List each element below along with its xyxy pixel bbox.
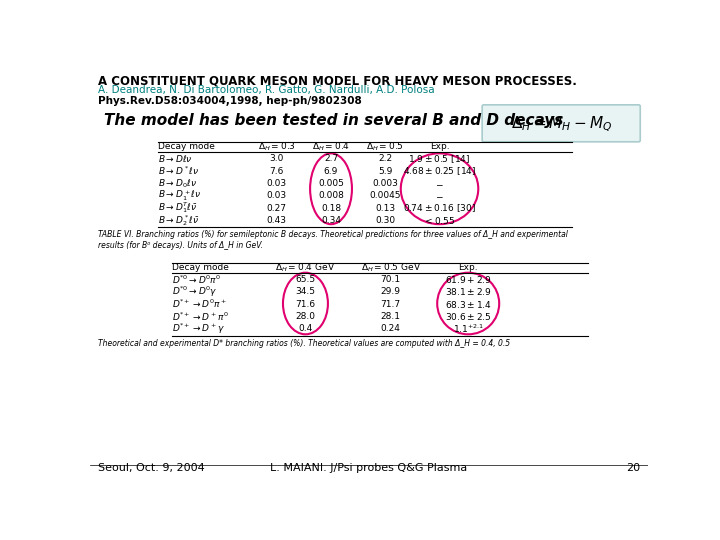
Text: $-$: $-$ bbox=[435, 191, 444, 200]
Text: 2.7: 2.7 bbox=[324, 154, 338, 163]
Text: Decay mode: Decay mode bbox=[172, 263, 229, 272]
Text: $61.9 + 2.9$: $61.9 + 2.9$ bbox=[445, 274, 492, 285]
Text: $\Delta_H = 0.5$: $\Delta_H = 0.5$ bbox=[366, 140, 404, 153]
Text: $1.9 \pm 0.5\ [14]$: $1.9 \pm 0.5\ [14]$ bbox=[408, 153, 471, 165]
Text: 70.1: 70.1 bbox=[381, 275, 401, 284]
Text: $\Delta_H = 0.3$: $\Delta_H = 0.3$ bbox=[258, 140, 296, 153]
Text: 28.0: 28.0 bbox=[295, 312, 315, 321]
Text: $B \to D_0\ell\nu$: $B \to D_0\ell\nu$ bbox=[158, 177, 197, 190]
Text: $\Delta_H = 0.4$: $\Delta_H = 0.4$ bbox=[312, 140, 350, 153]
Text: $D^{*0} \to D^0\gamma$: $D^{*0} \to D^0\gamma$ bbox=[172, 285, 218, 299]
Text: Exp.: Exp. bbox=[430, 142, 449, 151]
Text: 0.03: 0.03 bbox=[266, 191, 287, 200]
Text: 20: 20 bbox=[626, 463, 640, 473]
Text: Theoretical and experimental D* branching ratios (%). Theoretical values are com: Theoretical and experimental D* branchin… bbox=[98, 339, 510, 348]
Text: $\Delta_H = M_H - M_Q$: $\Delta_H = M_H - M_Q$ bbox=[510, 114, 612, 134]
Text: A CONSTITUENT QUARK MESON MODEL FOR HEAVY MESON PROCESSES.: A CONSTITUENT QUARK MESON MODEL FOR HEAV… bbox=[98, 74, 577, 87]
Text: 7.6: 7.6 bbox=[269, 166, 284, 176]
Text: 0.34: 0.34 bbox=[321, 216, 341, 225]
Text: 28.1: 28.1 bbox=[381, 312, 401, 321]
Text: Phys.Rev.D58:034004,1998, hep-ph/9802308: Phys.Rev.D58:034004,1998, hep-ph/9802308 bbox=[98, 96, 361, 106]
Text: $\Delta_H = 0.5\ \mathrm{GeV}$: $\Delta_H = 0.5\ \mathrm{GeV}$ bbox=[361, 261, 420, 274]
Text: 0.30: 0.30 bbox=[375, 216, 395, 225]
Text: $B \to D_1^T\ell\bar{\nu}$: $B \to D_1^T\ell\bar{\nu}$ bbox=[158, 200, 198, 215]
Text: 0.13: 0.13 bbox=[375, 204, 395, 213]
Text: $D^{*+} \to D^+\pi^0$: $D^{*+} \to D^+\pi^0$ bbox=[172, 310, 229, 323]
Text: L. MAIANI. J/Psi probes Q&G Plasma: L. MAIANI. J/Psi probes Q&G Plasma bbox=[271, 463, 467, 473]
Text: 6.9: 6.9 bbox=[324, 166, 338, 176]
Text: $1.1^{+2.1}$: $1.1^{+2.1}$ bbox=[453, 323, 484, 335]
Text: $4.68 \pm 0.25\ [14]$: $4.68 \pm 0.25\ [14]$ bbox=[403, 165, 476, 177]
Text: $\Delta_H = 0.4\ \mathrm{GeV}$: $\Delta_H = 0.4\ \mathrm{GeV}$ bbox=[275, 261, 336, 274]
Text: $30.6 \pm 2.5$: $30.6 \pm 2.5$ bbox=[445, 311, 492, 322]
Text: 0.005: 0.005 bbox=[318, 179, 344, 188]
Text: 0.008: 0.008 bbox=[318, 191, 344, 200]
Text: 5.9: 5.9 bbox=[378, 166, 392, 176]
Text: 0.03: 0.03 bbox=[266, 179, 287, 188]
Text: 65.5: 65.5 bbox=[295, 275, 315, 284]
Text: 0.18: 0.18 bbox=[321, 204, 341, 213]
Text: 0.4: 0.4 bbox=[298, 325, 312, 333]
Text: 0.27: 0.27 bbox=[267, 204, 287, 213]
Text: $B \to D^*\ell\nu$: $B \to D^*\ell\nu$ bbox=[158, 165, 199, 177]
Text: $D^{*+} \to D^0\pi^+$: $D^{*+} \to D^0\pi^+$ bbox=[172, 298, 228, 310]
Text: 71.6: 71.6 bbox=[295, 300, 315, 309]
Text: The model has been tested in several B and D decays: The model has been tested in several B a… bbox=[104, 112, 563, 127]
Text: $D^{*0} \to D^0\pi^0$: $D^{*0} \to D^0\pi^0$ bbox=[172, 273, 222, 286]
Text: 3.0: 3.0 bbox=[269, 154, 284, 163]
Text: $68.3 \pm 1.4$: $68.3 \pm 1.4$ bbox=[445, 299, 492, 310]
Text: 0.43: 0.43 bbox=[267, 216, 287, 225]
Text: $B \to D\ell\nu$: $B \to D\ell\nu$ bbox=[158, 153, 193, 164]
Text: $B \to D_1^+\ell\nu$: $B \to D_1^+\ell\nu$ bbox=[158, 188, 202, 203]
Text: 0.003: 0.003 bbox=[372, 179, 398, 188]
Text: $D^{*+} \to D^+\gamma$: $D^{*+} \to D^+\gamma$ bbox=[172, 322, 225, 336]
Text: $B \to D_2^*\ell\bar{\nu}$: $B \to D_2^*\ell\bar{\nu}$ bbox=[158, 213, 199, 228]
Text: 71.7: 71.7 bbox=[381, 300, 401, 309]
Text: $0.74 \pm 0.16\ [30]$: $0.74 \pm 0.16\ [30]$ bbox=[403, 202, 476, 214]
Text: TABLE VI. Branching ratios (%) for semileptonic B decays. Theoretical prediction: TABLE VI. Branching ratios (%) for semil… bbox=[98, 231, 567, 249]
Text: Seoul, Oct. 9, 2004: Seoul, Oct. 9, 2004 bbox=[98, 463, 204, 473]
Text: 0.0045: 0.0045 bbox=[369, 191, 401, 200]
Text: $38.1 \pm 2.9$: $38.1 \pm 2.9$ bbox=[445, 286, 492, 298]
Text: $< 0.55$: $< 0.55$ bbox=[423, 215, 456, 226]
Text: Exp.: Exp. bbox=[459, 263, 478, 272]
Text: Decay mode: Decay mode bbox=[158, 142, 215, 151]
FancyBboxPatch shape bbox=[482, 105, 640, 142]
Text: $-$: $-$ bbox=[435, 179, 444, 188]
Text: 2.2: 2.2 bbox=[378, 154, 392, 163]
Text: A. Deandrea, N. Di Bartolomeo, R. Gatto, G. Nardulli, A.D. Polosa: A. Deandrea, N. Di Bartolomeo, R. Gatto,… bbox=[98, 85, 434, 95]
Text: 0.24: 0.24 bbox=[381, 325, 400, 333]
Text: 34.5: 34.5 bbox=[295, 287, 315, 296]
Text: 29.9: 29.9 bbox=[381, 287, 401, 296]
